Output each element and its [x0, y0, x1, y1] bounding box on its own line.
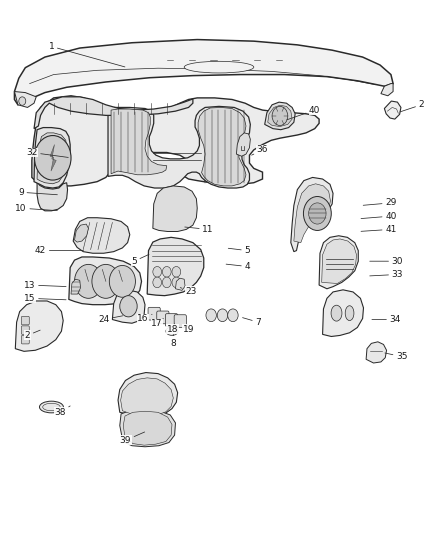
Circle shape: [206, 309, 216, 321]
Polygon shape: [153, 186, 197, 231]
Polygon shape: [268, 106, 292, 126]
Text: 42: 42: [35, 246, 84, 255]
Polygon shape: [69, 257, 141, 305]
Ellipse shape: [184, 61, 254, 73]
Polygon shape: [120, 410, 176, 447]
Polygon shape: [111, 109, 167, 175]
FancyBboxPatch shape: [148, 308, 160, 320]
Text: 23: 23: [180, 287, 196, 296]
Text: 4: 4: [226, 262, 250, 271]
Circle shape: [92, 264, 120, 298]
FancyBboxPatch shape: [21, 326, 29, 334]
FancyBboxPatch shape: [21, 317, 29, 325]
Polygon shape: [123, 411, 172, 445]
Polygon shape: [113, 290, 145, 323]
Text: 13: 13: [24, 280, 66, 289]
Circle shape: [153, 277, 162, 288]
Polygon shape: [147, 237, 204, 296]
Polygon shape: [237, 133, 251, 156]
Polygon shape: [385, 101, 401, 119]
Polygon shape: [37, 182, 67, 211]
Circle shape: [110, 265, 135, 297]
Circle shape: [120, 296, 137, 317]
Polygon shape: [108, 107, 251, 188]
Text: 2: 2: [25, 330, 40, 340]
Text: 40: 40: [361, 212, 396, 221]
FancyBboxPatch shape: [166, 314, 178, 326]
Polygon shape: [118, 373, 178, 416]
Text: 7: 7: [243, 318, 261, 327]
Ellipse shape: [331, 305, 342, 321]
Text: 10: 10: [15, 204, 57, 213]
Text: 30: 30: [370, 257, 403, 265]
Polygon shape: [294, 184, 330, 243]
Text: 39: 39: [120, 432, 145, 445]
Polygon shape: [319, 236, 358, 289]
Circle shape: [228, 309, 238, 321]
Ellipse shape: [166, 327, 178, 335]
Circle shape: [172, 277, 181, 288]
Polygon shape: [120, 378, 173, 416]
Text: 5: 5: [131, 254, 149, 265]
Text: 40: 40: [287, 106, 321, 120]
Circle shape: [153, 266, 162, 277]
Text: 17: 17: [152, 318, 163, 328]
Text: 5: 5: [228, 246, 250, 255]
Polygon shape: [322, 239, 357, 284]
Polygon shape: [14, 92, 36, 108]
Text: 8: 8: [170, 334, 176, 348]
Polygon shape: [37, 133, 67, 184]
Text: 9: 9: [18, 188, 57, 197]
Polygon shape: [381, 84, 393, 96]
Text: 24: 24: [98, 315, 123, 324]
Text: 34: 34: [372, 315, 401, 324]
Polygon shape: [73, 217, 130, 253]
Polygon shape: [176, 278, 185, 290]
Polygon shape: [198, 108, 246, 186]
Polygon shape: [291, 177, 333, 252]
FancyBboxPatch shape: [21, 335, 29, 344]
Ellipse shape: [39, 401, 64, 413]
Circle shape: [19, 97, 26, 106]
Polygon shape: [74, 224, 88, 242]
Text: 36: 36: [252, 146, 268, 155]
Circle shape: [74, 264, 102, 298]
Polygon shape: [34, 97, 193, 128]
Polygon shape: [322, 290, 364, 336]
Circle shape: [217, 309, 228, 321]
Circle shape: [272, 107, 288, 125]
FancyBboxPatch shape: [174, 315, 186, 327]
Polygon shape: [50, 144, 56, 171]
Text: 2: 2: [400, 100, 424, 112]
Circle shape: [162, 266, 171, 277]
Ellipse shape: [345, 306, 354, 320]
Text: 29: 29: [363, 198, 396, 207]
Circle shape: [172, 266, 181, 277]
Polygon shape: [14, 39, 393, 105]
Polygon shape: [71, 279, 81, 294]
Circle shape: [35, 135, 71, 180]
Text: 11: 11: [185, 225, 214, 234]
Text: 33: 33: [370, 270, 403, 279]
Polygon shape: [34, 127, 70, 188]
Polygon shape: [32, 96, 319, 186]
Polygon shape: [366, 342, 387, 363]
Polygon shape: [265, 102, 295, 130]
Text: 15: 15: [24, 294, 66, 303]
Polygon shape: [15, 301, 63, 351]
Text: 1: 1: [49, 42, 125, 67]
Text: 38: 38: [54, 406, 70, 417]
Text: 32: 32: [26, 148, 68, 157]
Text: 18: 18: [167, 324, 178, 334]
Text: 35: 35: [385, 352, 407, 361]
Text: 16: 16: [137, 314, 152, 323]
Text: 41: 41: [361, 225, 396, 234]
FancyBboxPatch shape: [157, 311, 169, 324]
Circle shape: [309, 203, 326, 224]
Text: 19: 19: [183, 325, 194, 334]
Circle shape: [304, 197, 331, 230]
Circle shape: [162, 277, 171, 288]
